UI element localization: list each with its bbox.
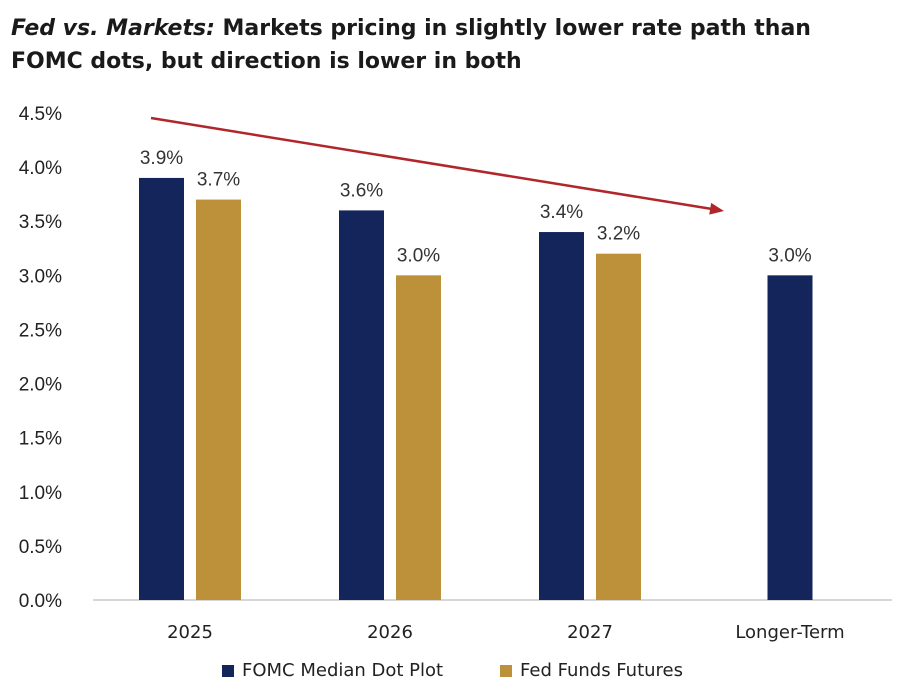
y-tick-label: 4.5% <box>19 104 62 125</box>
y-tick-label: 2.0% <box>19 375 62 396</box>
legend-label-fomc: FOMC Median Dot Plot <box>242 660 444 681</box>
chart-title-rest: Markets pricing in slightly lower rate p… <box>11 16 811 74</box>
x-tick-label: 2025 <box>167 622 213 643</box>
y-tick-label: 3.0% <box>19 266 62 287</box>
data-label: 3.0% <box>397 245 440 266</box>
y-tick-label: 0.0% <box>19 591 62 612</box>
bar-futures-0 <box>196 199 241 601</box>
legend-swatch-fomc <box>222 664 234 677</box>
bar-fomc-3 <box>767 275 813 600</box>
legend-item-fomc: FOMC Median Dot Plot <box>222 660 443 681</box>
data-label: 3.6% <box>340 180 383 201</box>
data-label: 3.0% <box>768 245 811 266</box>
x-tick-label: 2027 <box>567 622 613 643</box>
y-tick-label: 3.5% <box>19 212 62 233</box>
legend-label-futures: Fed Funds Futures <box>520 660 684 681</box>
bar-futures-1 <box>396 275 441 600</box>
data-label: 3.2% <box>597 224 640 245</box>
y-tick-label: 1.0% <box>19 483 62 504</box>
bar-futures-2 <box>596 253 641 600</box>
x-tick-label: Longer-Term <box>735 622 844 643</box>
y-tick-label: 1.5% <box>19 429 62 450</box>
y-tick-label: 2.5% <box>19 320 62 341</box>
data-label: 3.7% <box>197 170 240 191</box>
data-label: 3.4% <box>540 202 583 223</box>
bar-fomc-1 <box>339 210 384 600</box>
chart-title-italic: Fed vs. Markets: <box>11 16 215 41</box>
x-tick-label: 2026 <box>367 622 413 643</box>
trend-arrow-line <box>150 116 713 211</box>
bar-fomc-0 <box>139 177 184 600</box>
legend-item-futures: Fed Funds Futures <box>500 660 683 681</box>
y-tick-label: 0.5% <box>19 537 62 558</box>
trend-arrow-head <box>709 202 724 215</box>
legend: FOMC Median Dot Plot Fed Funds Futures <box>0 660 898 688</box>
y-tick-label: 4.0% <box>19 158 62 179</box>
data-label: 3.9% <box>140 148 183 169</box>
legend-swatch-futures <box>500 664 512 677</box>
chart-title: Fed vs. Markets: Markets pricing in slig… <box>11 12 871 78</box>
bar-fomc-2 <box>539 232 584 601</box>
